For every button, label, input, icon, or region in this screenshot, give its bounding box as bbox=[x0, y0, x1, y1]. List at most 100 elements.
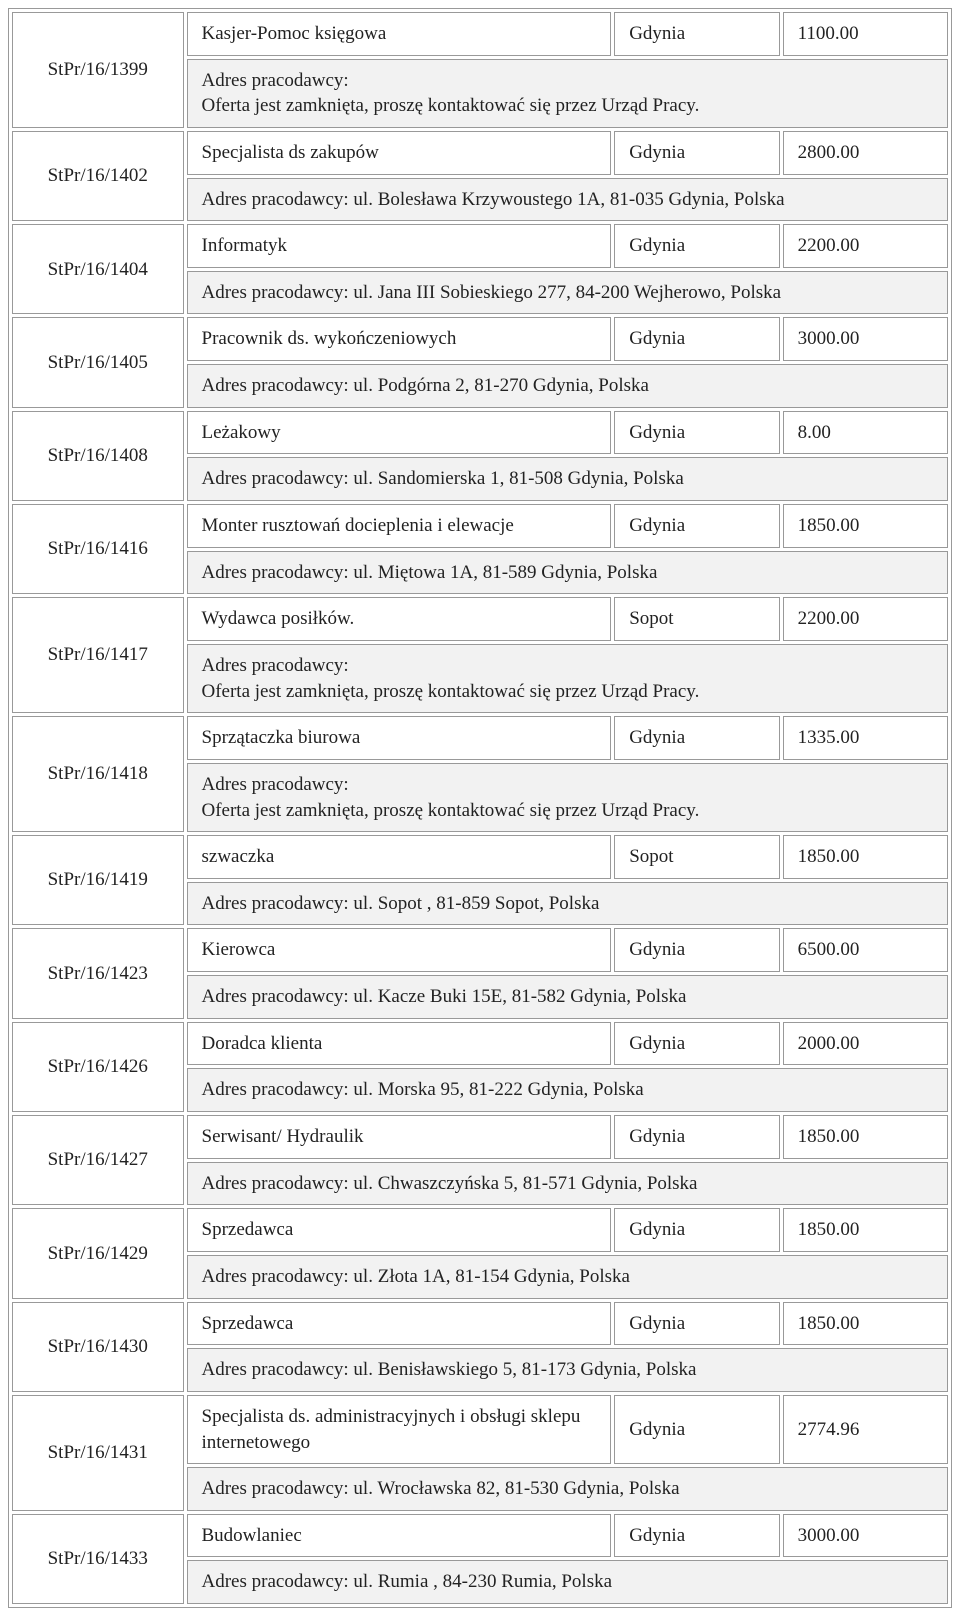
job-address-cell: Adres pracodawcy:Oferta jest zamknięta, … bbox=[187, 644, 949, 713]
job-address-cell: Adres pracodawcy: ul. Benisławskiego 5, … bbox=[187, 1348, 949, 1392]
job-city-cell: Gdynia bbox=[614, 131, 779, 175]
job-city-cell: Gdynia bbox=[614, 411, 779, 455]
job-salary-cell: 1850.00 bbox=[783, 504, 948, 548]
job-title-cell: szwaczka bbox=[187, 835, 612, 879]
job-id-cell: StPr/16/1399 bbox=[12, 12, 184, 128]
job-row: StPr/16/1427Serwisant/ HydraulikGdynia18… bbox=[12, 1115, 948, 1159]
closed-offer-text: Oferta jest zamknięta, proszę kontaktowa… bbox=[202, 93, 934, 119]
job-id-cell: StPr/16/1426 bbox=[12, 1022, 184, 1112]
job-title-cell: Kasjer-Pomoc księgowa bbox=[187, 12, 612, 56]
job-salary-cell: 1850.00 bbox=[783, 835, 948, 879]
job-title-cell: Doradca klienta bbox=[187, 1022, 612, 1066]
job-title-cell: Budowlaniec bbox=[187, 1514, 612, 1558]
job-row: StPr/16/1431Specjalista ds. administracy… bbox=[12, 1395, 948, 1464]
job-salary-cell: 6500.00 bbox=[783, 928, 948, 972]
address-label: Adres pracodawcy: bbox=[202, 68, 934, 94]
job-city-cell: Gdynia bbox=[614, 317, 779, 361]
job-salary-cell: 2000.00 bbox=[783, 1022, 948, 1066]
job-row: StPr/16/1418Sprzątaczka biurowaGdynia133… bbox=[12, 716, 948, 760]
job-city-cell: Gdynia bbox=[614, 1395, 779, 1464]
job-row: StPr/16/1423KierowcaGdynia6500.00 bbox=[12, 928, 948, 972]
job-title-cell: Specjalista ds. administracyjnych i obsł… bbox=[187, 1395, 612, 1464]
job-city-cell: Gdynia bbox=[614, 1115, 779, 1159]
job-title-cell: Pracownik ds. wykończeniowych bbox=[187, 317, 612, 361]
job-salary-cell: 2200.00 bbox=[783, 224, 948, 268]
job-row: StPr/16/1404InformatykGdynia2200.00 bbox=[12, 224, 948, 268]
job-id-cell: StPr/16/1423 bbox=[12, 928, 184, 1018]
job-id-cell: StPr/16/1416 bbox=[12, 504, 184, 594]
job-city-cell: Gdynia bbox=[614, 1022, 779, 1066]
job-id-cell: StPr/16/1433 bbox=[12, 1514, 184, 1604]
job-title-cell: Sprzedawca bbox=[187, 1208, 612, 1252]
job-row: StPr/16/1417Wydawca posiłków.Sopot2200.0… bbox=[12, 597, 948, 641]
job-id-cell: StPr/16/1431 bbox=[12, 1395, 184, 1511]
job-salary-cell: 2800.00 bbox=[783, 131, 948, 175]
job-row: StPr/16/1419szwaczkaSopot1850.00 bbox=[12, 835, 948, 879]
job-salary-cell: 1850.00 bbox=[783, 1115, 948, 1159]
job-address-cell: Adres pracodawcy: ul. Chwaszczyńska 5, 8… bbox=[187, 1162, 949, 1206]
job-row: StPr/16/1405Pracownik ds. wykończeniowyc… bbox=[12, 317, 948, 361]
job-salary-cell: 3000.00 bbox=[783, 317, 948, 361]
job-listings-table: StPr/16/1399Kasjer-Pomoc księgowaGdynia1… bbox=[8, 8, 952, 1608]
job-id-cell: StPr/16/1427 bbox=[12, 1115, 184, 1205]
closed-offer-text: Oferta jest zamknięta, proszę kontaktowa… bbox=[202, 798, 934, 824]
job-city-cell: Gdynia bbox=[614, 716, 779, 760]
closed-offer-text: Oferta jest zamknięta, proszę kontaktowa… bbox=[202, 679, 934, 705]
job-city-cell: Gdynia bbox=[614, 1302, 779, 1346]
job-address-cell: Adres pracodawcy: ul. Kacze Buki 15E, 81… bbox=[187, 975, 949, 1019]
job-salary-cell: 1335.00 bbox=[783, 716, 948, 760]
job-row: StPr/16/1429SprzedawcaGdynia1850.00 bbox=[12, 1208, 948, 1252]
job-id-cell: StPr/16/1405 bbox=[12, 317, 184, 407]
address-label: Adres pracodawcy: bbox=[202, 772, 934, 798]
job-address-cell: Adres pracodawcy: ul. Sandomierska 1, 81… bbox=[187, 457, 949, 501]
job-id-cell: StPr/16/1430 bbox=[12, 1302, 184, 1392]
job-title-cell: Monter rusztowań docieplenia i elewacje bbox=[187, 504, 612, 548]
job-address-cell: Adres pracodawcy: ul. Złota 1A, 81-154 G… bbox=[187, 1255, 949, 1299]
job-title-cell: Kierowca bbox=[187, 928, 612, 972]
job-id-cell: StPr/16/1418 bbox=[12, 716, 184, 832]
job-city-cell: Gdynia bbox=[614, 1514, 779, 1558]
job-city-cell: Gdynia bbox=[614, 504, 779, 548]
job-title-cell: Informatyk bbox=[187, 224, 612, 268]
job-city-cell: Sopot bbox=[614, 597, 779, 641]
job-salary-cell: 1850.00 bbox=[783, 1302, 948, 1346]
job-title-cell: Leżakowy bbox=[187, 411, 612, 455]
job-address-cell: Adres pracodawcy: ul. Wrocławska 82, 81-… bbox=[187, 1467, 949, 1511]
job-salary-cell: 1850.00 bbox=[783, 1208, 948, 1252]
job-row: StPr/16/1399Kasjer-Pomoc księgowaGdynia1… bbox=[12, 12, 948, 56]
job-salary-cell: 2774.96 bbox=[783, 1395, 948, 1464]
job-address-cell: Adres pracodawcy: ul. Sopot , 81-859 Sop… bbox=[187, 882, 949, 926]
job-title-cell: Sprzedawca bbox=[187, 1302, 612, 1346]
job-salary-cell: 8.00 bbox=[783, 411, 948, 455]
job-city-cell: Gdynia bbox=[614, 12, 779, 56]
job-row: StPr/16/1430SprzedawcaGdynia1850.00 bbox=[12, 1302, 948, 1346]
job-id-cell: StPr/16/1429 bbox=[12, 1208, 184, 1298]
job-address-cell: Adres pracodawcy: ul. Bolesława Krzywous… bbox=[187, 178, 949, 222]
job-title-cell: Serwisant/ Hydraulik bbox=[187, 1115, 612, 1159]
job-row: StPr/16/1402Specjalista ds zakupówGdynia… bbox=[12, 131, 948, 175]
job-address-cell: Adres pracodawcy: ul. Podgórna 2, 81-270… bbox=[187, 364, 949, 408]
job-title-cell: Specjalista ds zakupów bbox=[187, 131, 612, 175]
job-address-cell: Adres pracodawcy:Oferta jest zamknięta, … bbox=[187, 763, 949, 832]
address-label: Adres pracodawcy: bbox=[202, 653, 934, 679]
job-city-cell: Gdynia bbox=[614, 928, 779, 972]
job-address-cell: Adres pracodawcy: ul. Morska 95, 81-222 … bbox=[187, 1068, 949, 1112]
job-address-cell: Adres pracodawcy: ul. Miętowa 1A, 81-589… bbox=[187, 551, 949, 595]
job-row: StPr/16/1426Doradca klientaGdynia2000.00 bbox=[12, 1022, 948, 1066]
job-id-cell: StPr/16/1402 bbox=[12, 131, 184, 221]
job-id-cell: StPr/16/1408 bbox=[12, 411, 184, 501]
job-row: StPr/16/1433BudowlaniecGdynia3000.00 bbox=[12, 1514, 948, 1558]
job-row: StPr/16/1416Monter rusztowań docieplenia… bbox=[12, 504, 948, 548]
job-city-cell: Gdynia bbox=[614, 224, 779, 268]
job-row: StPr/16/1408LeżakowyGdynia8.00 bbox=[12, 411, 948, 455]
job-city-cell: Gdynia bbox=[614, 1208, 779, 1252]
job-salary-cell: 3000.00 bbox=[783, 1514, 948, 1558]
job-address-cell: Adres pracodawcy: ul. Rumia , 84-230 Rum… bbox=[187, 1560, 949, 1604]
job-salary-cell: 2200.00 bbox=[783, 597, 948, 641]
job-id-cell: StPr/16/1419 bbox=[12, 835, 184, 925]
job-id-cell: StPr/16/1404 bbox=[12, 224, 184, 314]
job-title-cell: Sprzątaczka biurowa bbox=[187, 716, 612, 760]
job-address-cell: Adres pracodawcy:Oferta jest zamknięta, … bbox=[187, 59, 949, 128]
job-address-cell: Adres pracodawcy: ul. Jana III Sobieskie… bbox=[187, 271, 949, 315]
job-id-cell: StPr/16/1417 bbox=[12, 597, 184, 713]
